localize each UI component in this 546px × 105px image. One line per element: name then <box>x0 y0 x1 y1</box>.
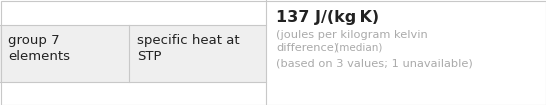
Bar <box>0 25 266 82</box>
Text: specific heat at
STP: specific heat at STP <box>138 34 240 63</box>
Text: difference): difference) <box>276 42 338 52</box>
Text: (joules per kilogram kelvin: (joules per kilogram kelvin <box>276 30 428 40</box>
Text: 137 J/(kg K): 137 J/(kg K) <box>276 10 379 25</box>
Text: (median): (median) <box>332 42 382 52</box>
Text: group 7
elements: group 7 elements <box>8 34 70 63</box>
Text: (based on 3 values; 1 unavailable): (based on 3 values; 1 unavailable) <box>276 59 473 69</box>
